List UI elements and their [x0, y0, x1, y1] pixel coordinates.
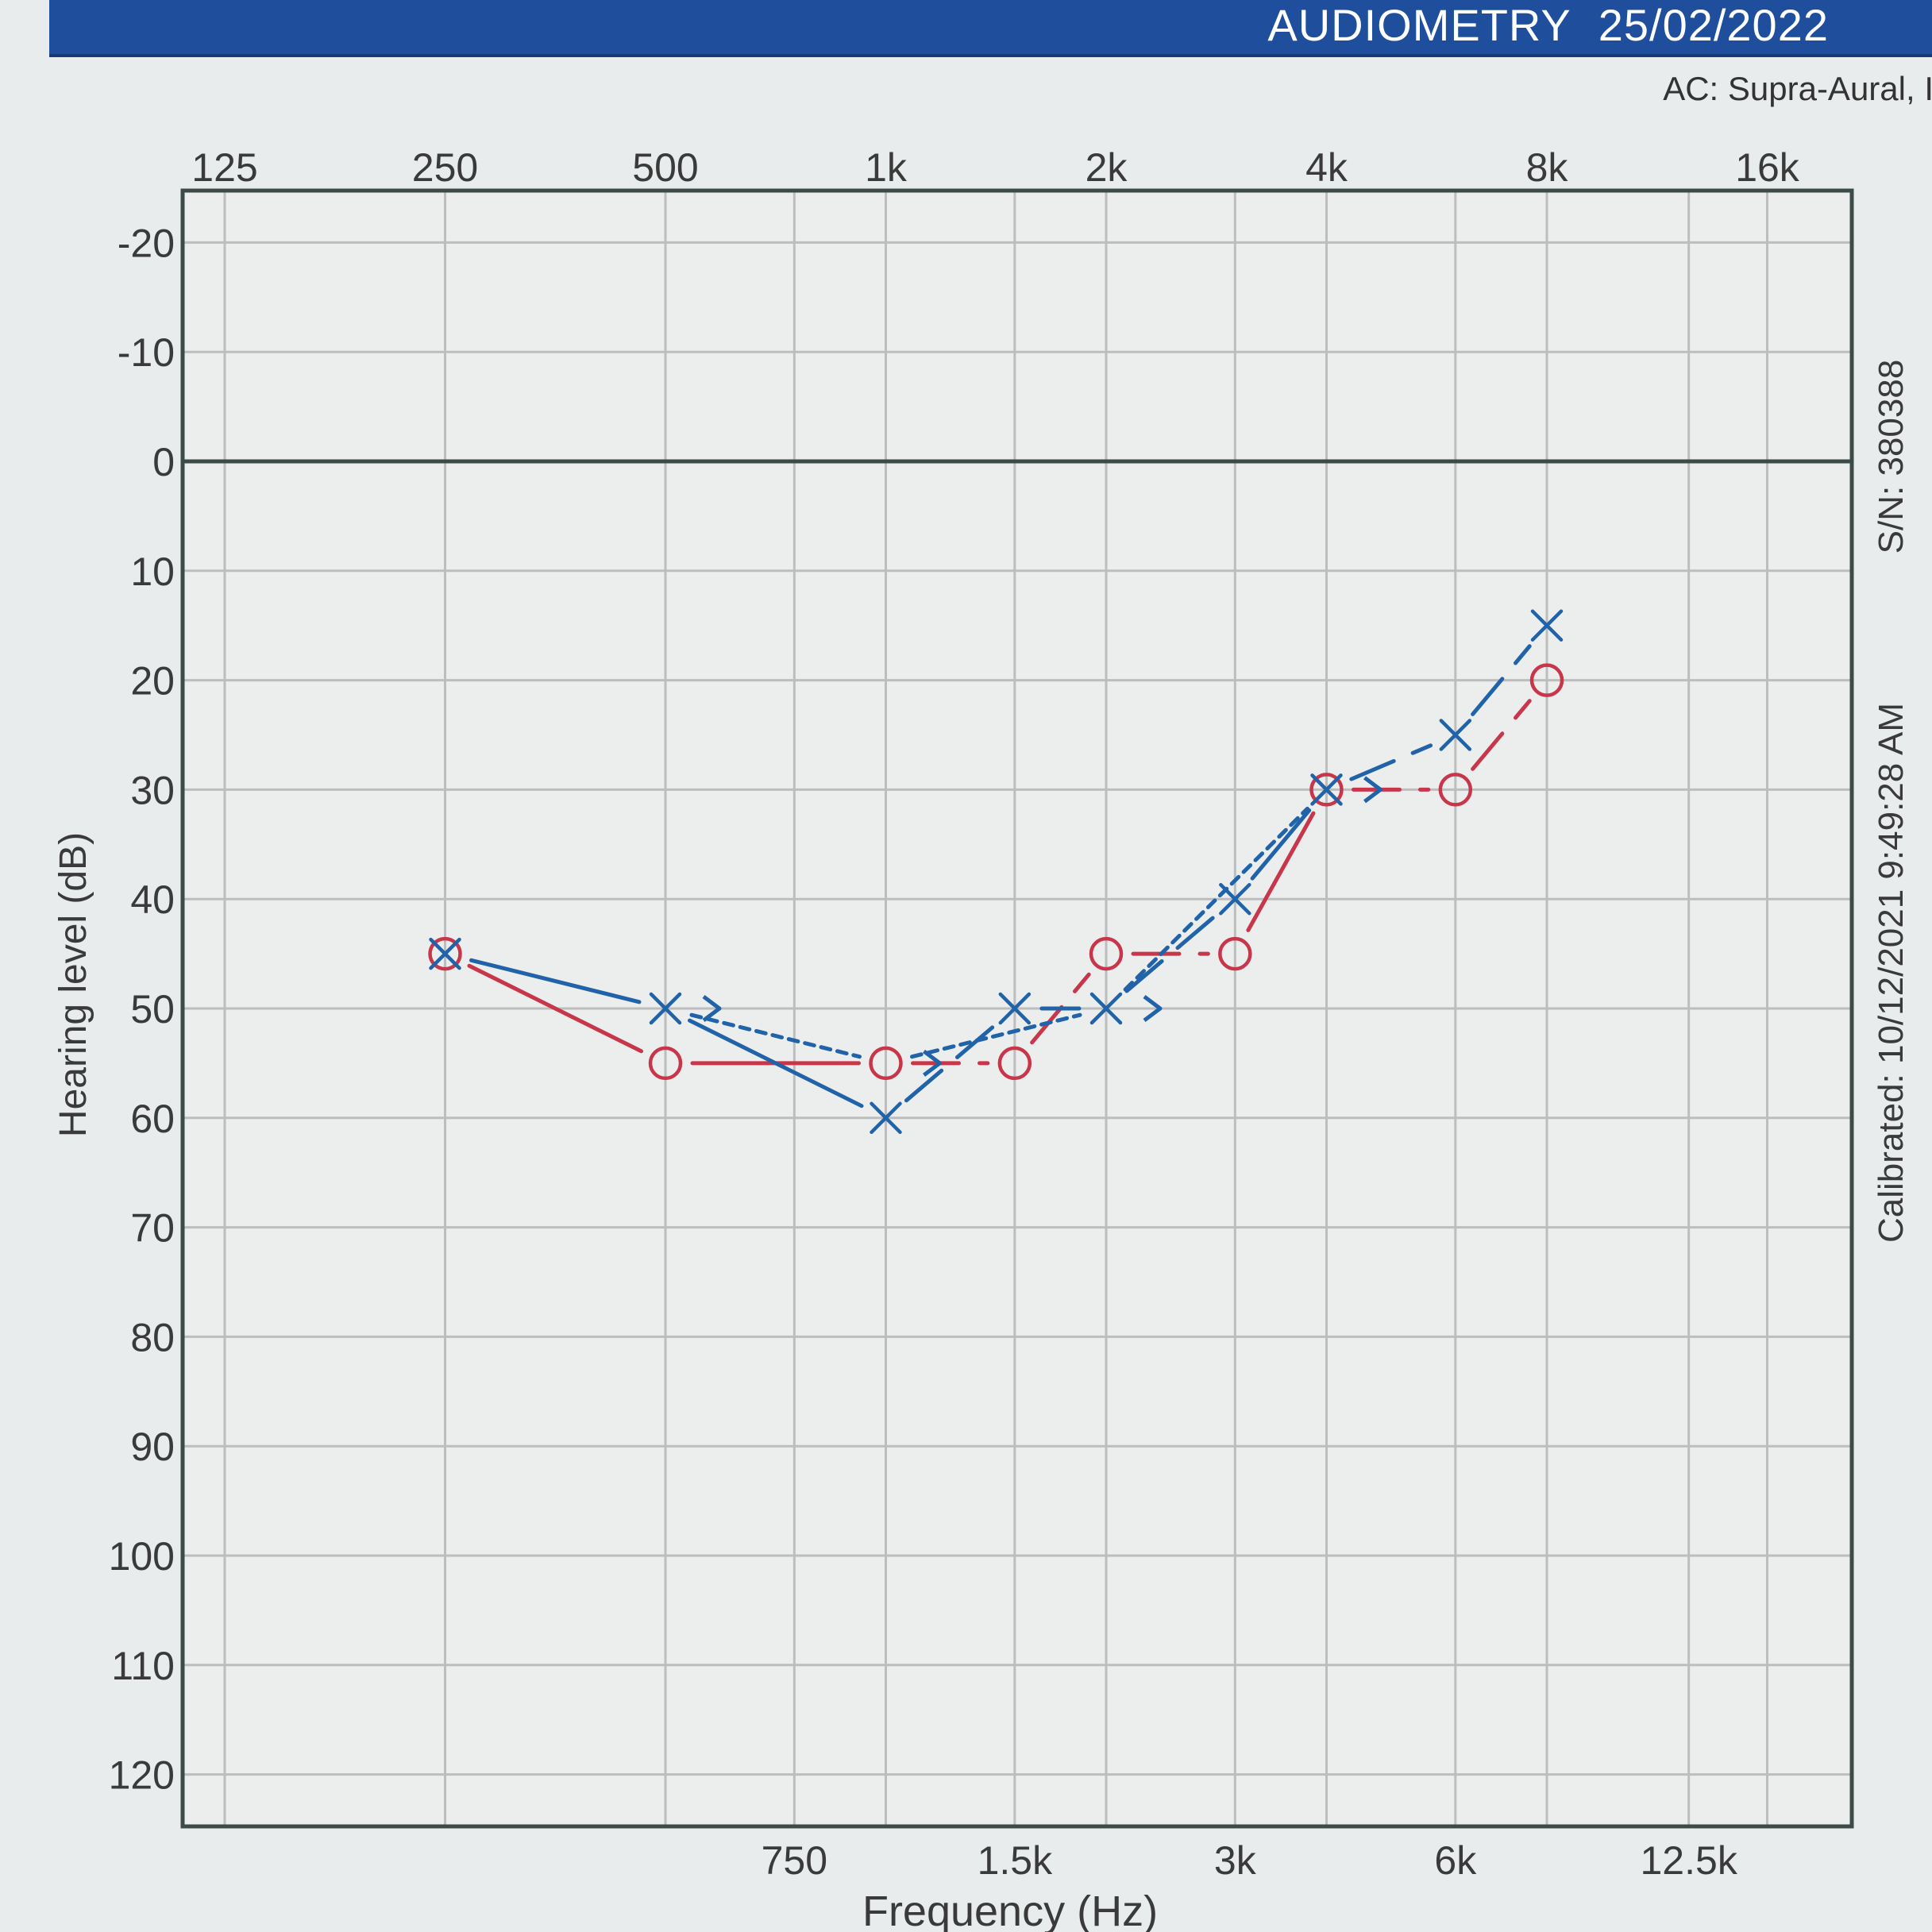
y-tick-label: 120	[109, 1753, 175, 1798]
left-ear-line	[1124, 914, 1217, 993]
serial-number: S/N: 380388	[1872, 360, 1911, 554]
right-ear-line	[1246, 811, 1316, 932]
plot-frame	[180, 188, 1854, 1829]
left-ear-line	[687, 1018, 864, 1109]
y-tick-label: 50	[130, 987, 175, 1032]
bone-conduction-line	[909, 1012, 1082, 1059]
x-tick-label-top: 4k	[1305, 145, 1348, 190]
bone-conduction-line	[689, 1012, 862, 1059]
transducer-info: AC: Supra-Aural, I	[1663, 70, 1932, 107]
y-tick-label: 80	[130, 1315, 175, 1359]
bone-conduction-marker	[1363, 776, 1382, 804]
bone-conduction-marker	[923, 1049, 942, 1077]
y-tick-label: 90	[130, 1425, 175, 1469]
left-ear-line	[1471, 644, 1532, 716]
bone-conduction-marker	[702, 995, 722, 1022]
y-tick-label: 60	[130, 1097, 175, 1141]
report-title: AUDIOMETRY	[1267, 0, 1571, 50]
y-tick-label: 100	[109, 1534, 175, 1579]
left-ear-line	[1349, 743, 1433, 781]
left-ear-marker	[1310, 773, 1343, 806]
left-ear-line	[469, 958, 642, 1005]
y-tick-label: 20	[130, 659, 175, 704]
y-tick-label: -20	[118, 221, 175, 265]
x-tick-label-bottom: 12.5k	[1641, 1838, 1738, 1883]
y-tick-label: 0	[152, 440, 175, 484]
bone-conduction-marker	[1143, 995, 1163, 1022]
data-series	[428, 609, 1564, 1135]
right-ear-marker	[1529, 663, 1564, 697]
report-date: 25/02/2022	[1598, 0, 1829, 50]
left-ear-marker	[649, 992, 682, 1025]
right-ear-marker	[1218, 936, 1252, 971]
y-tick-label: -10	[118, 330, 175, 375]
x-tick-label-top: 500	[632, 145, 698, 190]
left-ear-marker	[870, 1101, 902, 1135]
header-bar: AUDIOMETRY 25/02/2022	[49, 0, 1932, 57]
y-axis-label: Hearing level (dB)	[52, 832, 94, 1137]
calibration-date: Calibrated: 10/12/2021 9:49:28 AM	[1872, 703, 1911, 1243]
right-ear-marker	[1089, 936, 1124, 971]
header-title: AUDIOMETRY 25/02/2022	[1240, 0, 1829, 54]
x-tick-label-bottom: 3k	[1214, 1838, 1257, 1883]
left-ear-marker	[998, 992, 1032, 1025]
right-ear-marker	[428, 936, 462, 971]
y-tick-label: 70	[130, 1206, 175, 1251]
x-tick-label-top: 16k	[1735, 145, 1800, 190]
y-tick-label: 30	[130, 768, 175, 812]
y-tick-label: 10	[130, 550, 175, 594]
x-tick-label-bottom: 6k	[1434, 1838, 1477, 1883]
x-tick-label-top: 2k	[1086, 145, 1128, 190]
bone-conduction-line	[1123, 806, 1309, 992]
x-tick-label-top: 8k	[1526, 145, 1569, 190]
y-tick-label: 40	[130, 877, 175, 922]
x-tick-label-bottom: 750	[762, 1838, 827, 1883]
left-ear-marker	[429, 937, 461, 970]
right-ear-marker	[648, 1046, 683, 1081]
right-ear-marker	[869, 1046, 903, 1081]
left-ear-marker	[1439, 719, 1472, 751]
y-tick-label: 110	[111, 1644, 175, 1688]
x-tick-label-top: 250	[412, 145, 478, 190]
left-ear-marker	[1089, 992, 1123, 1025]
x-tick-label-bottom: 1.5k	[978, 1838, 1054, 1883]
right-ear-line	[1471, 699, 1532, 771]
right-ear-marker	[1438, 773, 1473, 807]
right-ear-marker	[997, 1046, 1032, 1081]
x-tick-label-top: 125	[191, 145, 257, 190]
left-ear-marker	[1530, 609, 1564, 642]
right-ear-line	[467, 963, 644, 1054]
x-axis-label: Frequency (Hz)	[862, 1888, 1158, 1932]
left-ear-line	[1250, 808, 1312, 881]
right-ear-marker	[1309, 773, 1344, 807]
x-tick-label-top: 1k	[865, 145, 908, 190]
